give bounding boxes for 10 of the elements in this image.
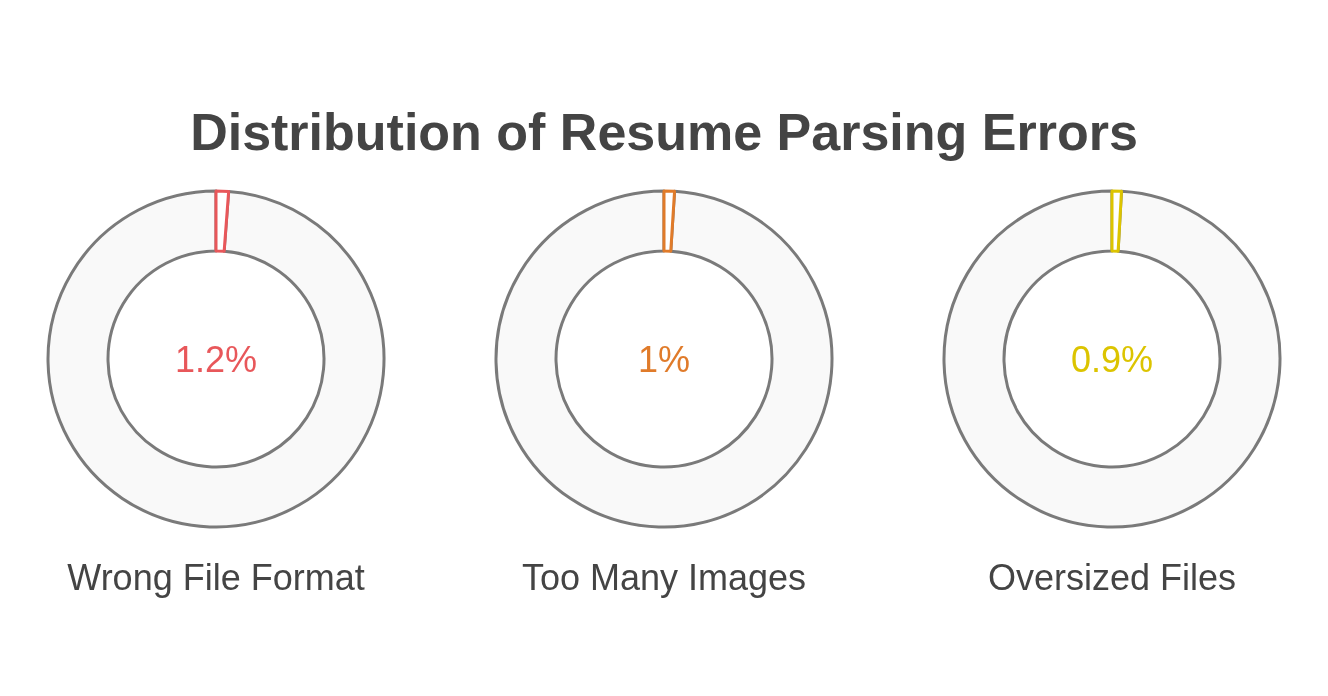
text: Distribution of Resume Parsing Errors xyxy=(190,103,1138,162)
donut-slice xyxy=(942,189,1282,529)
donut-slice xyxy=(494,189,834,529)
text: 1.2% xyxy=(174,338,258,380)
text: Too Many Images xyxy=(521,556,807,598)
text: 1% xyxy=(637,338,691,380)
text: Wrong File Format xyxy=(67,556,365,598)
text: 0.9% xyxy=(1070,338,1154,380)
donut-slice xyxy=(46,189,386,529)
text: Oversized Files xyxy=(987,556,1237,598)
